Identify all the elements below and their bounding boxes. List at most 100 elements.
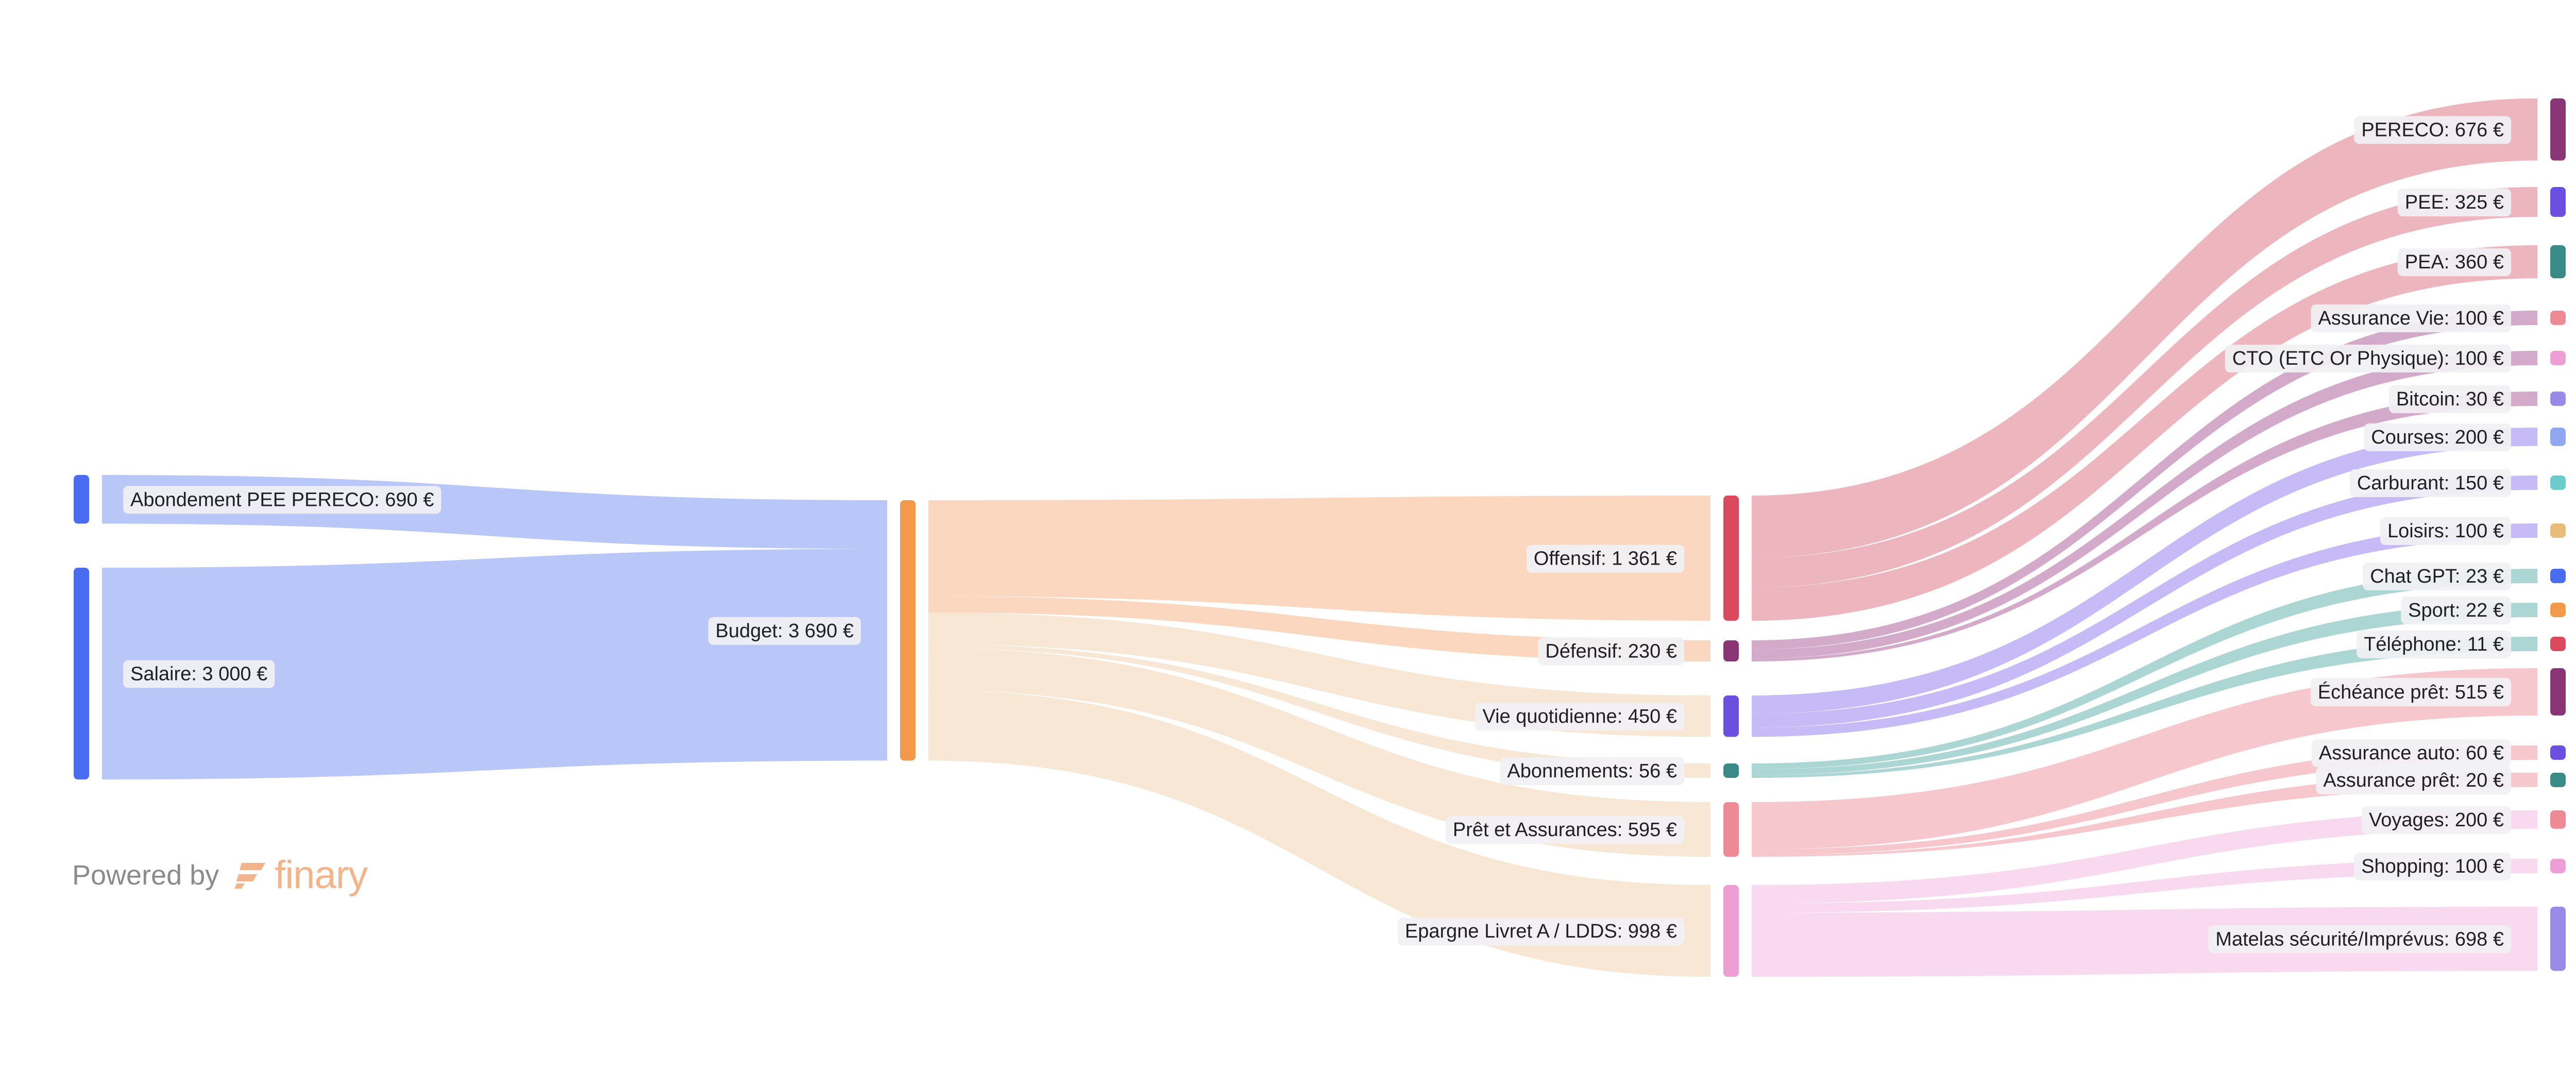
svg-text:PEA: 360 €: PEA: 360 € — [2405, 251, 2504, 273]
svg-text:Chat GPT: 23 €: Chat GPT: 23 € — [2370, 566, 2504, 587]
label-epargne: Epargne Livret A / LDDS: 998 € — [1397, 917, 1684, 946]
svg-text:PEE: 325 €: PEE: 325 € — [2405, 192, 2504, 213]
label-shopping: Shopping: 100 € — [2354, 853, 2511, 880]
sankey-labels: Abondement PEE PERECO: 690 € Salaire: 3 0… — [123, 116, 2511, 954]
node-carburant[interactable] — [2550, 475, 2566, 490]
powered-by-text: Powered by — [72, 859, 219, 891]
node-telephone[interactable] — [2550, 637, 2566, 651]
link-vie-to-courses[interactable] — [1752, 428, 2537, 714]
link-epargne-to-matelas[interactable] — [1752, 907, 2537, 977]
node-pret[interactable] — [1723, 802, 1739, 857]
link-pret-to-echeance[interactable] — [1752, 668, 2537, 849]
node-voyages[interactable] — [2550, 810, 2566, 829]
node-shopping[interactable] — [2550, 859, 2566, 873]
sankey-nodes — [74, 98, 2566, 977]
link-budget-to-offensif[interactable] — [928, 496, 1710, 621]
svg-text:CTO (ETC Or Physique): 100 €: CTO (ETC Or Physique): 100 € — [2232, 348, 2504, 369]
label-budget: Budget: 3 690 € — [708, 617, 861, 645]
svg-text:Shopping: 100 €: Shopping: 100 € — [2361, 856, 2504, 877]
svg-text:Prêt et Assurances: 595 €: Prêt et Assurances: 595 € — [1453, 819, 1677, 841]
node-pereco[interactable] — [2550, 98, 2566, 161]
label-assvie: Assurance Vie: 100 € — [2311, 304, 2511, 332]
svg-text:Assurance prêt: 20 €: Assurance prêt: 20 € — [2323, 770, 2504, 791]
node-asspret[interactable] — [2550, 773, 2566, 787]
node-abondement[interactable] — [74, 475, 89, 524]
svg-text:Matelas sécurité/Imprévus: 698: Matelas sécurité/Imprévus: 698 € — [2215, 928, 2504, 950]
link-offensif-to-pea[interactable] — [1752, 245, 2537, 621]
svg-text:Epargne Livret A / LDDS: 998 €: Epargne Livret A / LDDS: 998 € — [1405, 921, 1677, 942]
link-pret-to-assauto[interactable] — [1752, 745, 2537, 855]
svg-text:Budget: 3 690 €: Budget: 3 690 € — [716, 620, 854, 642]
powered-by-footer: Powered by finary — [72, 853, 368, 897]
link-salaire-to-budget[interactable] — [102, 549, 887, 779]
label-pret: Prêt et Assurances: 595 € — [1445, 816, 1684, 844]
svg-text:Défensif: 230 €: Défensif: 230 € — [1545, 641, 1677, 662]
link-offensif-to-pee[interactable] — [1752, 187, 2537, 588]
svg-text:Loisirs: 100 €: Loisirs: 100 € — [2387, 520, 2504, 542]
link-abonnements-to-telephone[interactable] — [1752, 637, 2537, 778]
label-abondement: Abondement PEE PERECO: 690 € — [123, 486, 442, 514]
svg-text:Bitcoin: 30 €: Bitcoin: 30 € — [2396, 388, 2504, 410]
node-pea[interactable] — [2550, 245, 2566, 279]
link-offensif-to-pereco[interactable] — [1752, 98, 2537, 558]
svg-text:Assurance auto: 60 €: Assurance auto: 60 € — [2319, 742, 2504, 764]
node-chatgpt[interactable] — [2550, 569, 2566, 583]
label-pee: PEE: 325 € — [2397, 189, 2511, 217]
node-pee[interactable] — [2550, 187, 2566, 217]
node-loisirs[interactable] — [2550, 523, 2566, 538]
link-defensif-to-cto[interactable] — [1752, 351, 2537, 659]
svg-text:Sport: 22 €: Sport: 22 € — [2408, 600, 2504, 621]
label-telephone: Téléphone: 11 € — [2357, 631, 2511, 658]
node-cto[interactable] — [2550, 351, 2566, 365]
svg-text:Courses: 200 €: Courses: 200 € — [2371, 427, 2504, 448]
link-defensif-to-bitcoin[interactable] — [1752, 392, 2537, 662]
node-abonnements[interactable] — [1723, 763, 1739, 778]
label-salaire: Salaire: 3 000 € — [123, 660, 275, 688]
node-assauto[interactable] — [2550, 745, 2566, 760]
svg-text:Téléphone: 11 €: Téléphone: 11 € — [2364, 634, 2504, 655]
link-abonnements-to-chatgpt[interactable] — [1752, 569, 2537, 770]
link-defensif-to-assvie[interactable] — [1752, 311, 2537, 650]
node-salaire[interactable] — [74, 568, 89, 779]
svg-text:Assurance Vie: 100 €: Assurance Vie: 100 € — [2318, 308, 2504, 329]
node-matelas[interactable] — [2550, 907, 2566, 971]
svg-text:Offensif: 1 361 €: Offensif: 1 361 € — [1534, 548, 1677, 569]
link-abonnements-to-sport[interactable] — [1752, 603, 2537, 775]
node-sport[interactable] — [2550, 603, 2566, 617]
link-budget-to-pret[interactable] — [928, 648, 1710, 857]
label-chatgpt: Chat GPT: 23 € — [2363, 563, 2511, 590]
label-sport: Sport: 22 € — [2401, 597, 2511, 624]
node-offensif[interactable] — [1723, 496, 1739, 621]
node-budget[interactable] — [900, 500, 916, 761]
node-courses[interactable] — [2550, 428, 2566, 446]
node-epargne[interactable] — [1723, 885, 1739, 977]
link-epargne-to-shopping[interactable] — [1752, 859, 2537, 913]
link-budget-to-abonnements[interactable] — [928, 644, 1710, 778]
label-matelas: Matelas sécurité/Imprévus: 698 € — [2208, 925, 2511, 954]
svg-text:Salaire: 3 000 €: Salaire: 3 000 € — [130, 664, 267, 685]
node-assvie[interactable] — [2550, 311, 2566, 325]
label-carburant: Carburant: 150 € — [2349, 469, 2511, 497]
label-courses: Courses: 200 € — [2364, 423, 2511, 451]
node-vie[interactable] — [1723, 695, 1739, 737]
link-budget-to-epargne[interactable] — [928, 690, 1710, 977]
svg-text:Carburant: 150 €: Carburant: 150 € — [2357, 472, 2504, 494]
label-echeance: Échéance prêt: 515 € — [2310, 677, 2511, 706]
link-budget-to-defensif[interactable] — [928, 596, 1710, 662]
label-cto: CTO (ETC Or Physique): 100 € — [2225, 345, 2511, 372]
link-vie-to-loisirs[interactable] — [1752, 523, 2537, 737]
node-bitcoin[interactable] — [2550, 392, 2566, 406]
svg-text:Abondement PEE PERECO: 690 €: Abondement PEE PERECO: 690 € — [130, 489, 434, 511]
link-vie-to-carburant[interactable] — [1752, 475, 2537, 728]
label-pea: PEA: 360 € — [2397, 248, 2511, 277]
node-echeance[interactable] — [2550, 668, 2566, 716]
label-vie: Vie quotidienne: 450 € — [1475, 703, 1684, 731]
finary-logo-icon — [234, 862, 266, 889]
label-assauto: Assurance auto: 60 € — [2311, 739, 2511, 767]
link-epargne-to-voyages[interactable] — [1752, 810, 2537, 904]
svg-text:Échéance prêt: 515 €: Échéance prêt: 515 € — [2318, 681, 2504, 703]
svg-text:Vie quotidienne: 450 €: Vie quotidienne: 450 € — [1482, 706, 1677, 727]
node-defensif[interactable] — [1723, 640, 1739, 662]
finary-logo[interactable]: finary — [234, 853, 368, 897]
